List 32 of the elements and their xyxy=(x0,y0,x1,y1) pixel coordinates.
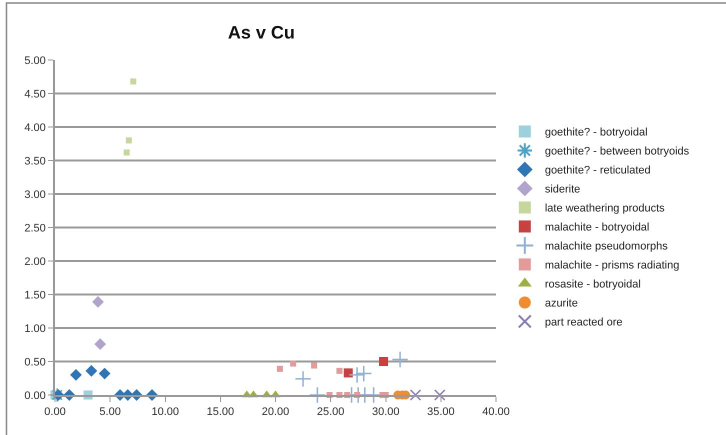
legend-label: late weathering products xyxy=(544,202,666,215)
y-tick-label: 1.00 xyxy=(24,322,46,335)
x-tick-label: 25.00 xyxy=(316,406,344,418)
legend-label: malachite - prisms radiating xyxy=(544,260,680,272)
y-tick-label: 2.00 xyxy=(24,256,46,268)
legend-label: malachite pseudomorphs xyxy=(544,240,668,253)
legend-label: siderite xyxy=(544,184,580,196)
legend-label: part reacted ore xyxy=(544,316,622,329)
x-tick-label: 30.00 xyxy=(372,406,400,418)
y-tick-label: 4.00 xyxy=(24,122,46,134)
chart-title: As v Cu xyxy=(228,22,295,43)
y-tick-label: 3.50 xyxy=(24,155,46,168)
y-tick-label: 1.50 xyxy=(24,289,46,302)
x-tick-label: 5.00 xyxy=(99,406,121,418)
legend-label: goethite? - botryoidal xyxy=(544,126,648,139)
y-tick-label: 0.50 xyxy=(24,356,46,368)
x-tick-label: 20.00 xyxy=(262,406,290,418)
x-tick-label: 0.00 xyxy=(44,406,66,418)
y-tick-label: 0.00 xyxy=(24,390,46,402)
x-tick-label: 40.00 xyxy=(482,406,510,418)
legend-label: rosasite - botryoidal xyxy=(544,278,641,291)
y-tick-label: 5.00 xyxy=(24,54,46,67)
x-tick-label: 35.00 xyxy=(427,406,455,418)
y-tick-label: 2.50 xyxy=(24,222,46,234)
legend-label: malachite - botryoidal xyxy=(544,222,650,234)
x-tick-label: 15.00 xyxy=(206,406,234,418)
legend-label: goethite? - reticulated xyxy=(544,164,651,177)
legend-label: azurite xyxy=(544,298,578,310)
x-tick-label: 10.00 xyxy=(151,406,180,418)
legend-label: goethite? - between botryoids xyxy=(544,146,690,158)
y-tick-label: 3.00 xyxy=(24,188,46,201)
y-tick-label: 4.50 xyxy=(24,88,46,100)
